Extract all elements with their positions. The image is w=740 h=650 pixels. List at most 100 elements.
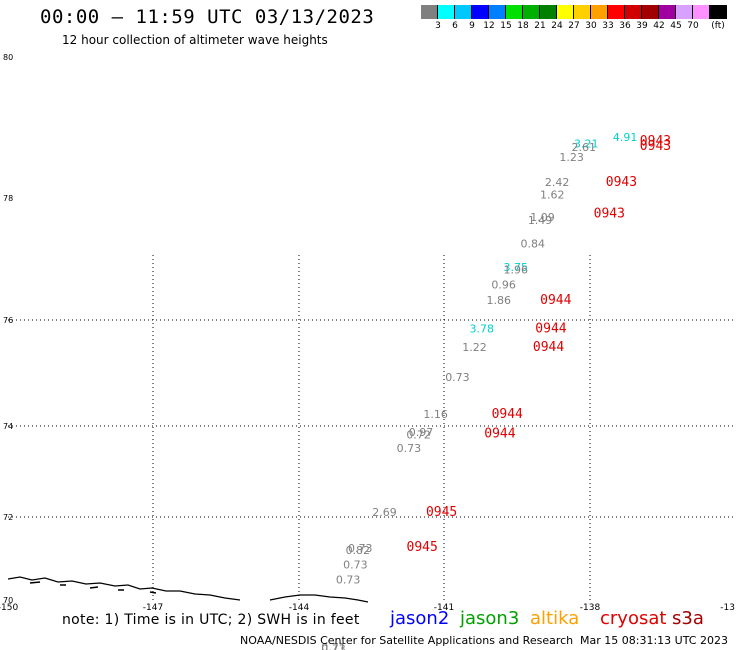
longitude-label: -13 xyxy=(720,603,735,613)
pass-time-label: 0945 xyxy=(407,540,438,555)
legend-label: 6 xyxy=(452,21,458,31)
coastline-west xyxy=(7,576,241,601)
legend-swatch xyxy=(557,5,574,19)
legend-swatch xyxy=(676,5,693,19)
legend-label: 18 xyxy=(517,21,529,31)
wave-height-label: 3.78 xyxy=(470,323,495,336)
pass-time-label: 0944 xyxy=(533,340,564,355)
satellite-jason3: jason3 xyxy=(460,608,520,629)
wave-height-label: 4.91 xyxy=(613,131,638,144)
legend-label: 21 xyxy=(534,21,546,31)
wave-height-label: 1.96 xyxy=(504,264,529,277)
legend-swatch xyxy=(489,5,506,19)
wave-height-label: 1.09 xyxy=(530,211,555,224)
legend-swatch xyxy=(693,5,710,19)
latitude-label: 74 xyxy=(3,422,13,431)
legend-swatch xyxy=(523,5,540,19)
pass-time-label: 0945 xyxy=(426,505,457,520)
pass-time-label: 0943 xyxy=(594,207,625,222)
longitude-label: -144 xyxy=(289,603,310,613)
legend-label: 42 xyxy=(653,21,665,31)
wave-height-label: 0.73 xyxy=(445,371,470,384)
legend-swatch xyxy=(659,5,676,19)
longitude-label: -138 xyxy=(580,603,601,613)
satellite-cryosat: cryosat xyxy=(600,608,667,629)
longitude-label: -141 xyxy=(434,603,454,613)
legend-swatch xyxy=(455,5,472,19)
wave-height-label: 0.82 xyxy=(346,544,371,557)
legend-swatch xyxy=(710,5,727,19)
pass-time-label: 0943 xyxy=(640,134,671,149)
wave-height-label: 0.73 xyxy=(343,559,368,572)
latitude-label: 78 xyxy=(3,194,13,203)
latitude-label: 72 xyxy=(3,513,13,522)
legend-swatch xyxy=(574,5,591,19)
wave-height-label: 0.73 xyxy=(348,542,373,555)
longitude-label: -147 xyxy=(143,603,163,613)
legend-label: 30 xyxy=(585,21,597,31)
footer-credit: NOAA/NESDIS Center for Satellite Applica… xyxy=(240,634,574,647)
wave-height-label: 3.21 xyxy=(574,138,599,151)
legend-label: 15 xyxy=(500,21,512,31)
map-subtitle: 12 hour collection of altimeter wave hei… xyxy=(62,33,328,47)
barrier-islands xyxy=(29,581,157,594)
map-title: 00:00 – 11:59 UTC 03/13/2023 xyxy=(40,6,375,28)
color-scale-legend: 3 6 9 12 15 18 21 24 27 30 33 36 39 42 45 70 (ft) xyxy=(421,5,731,39)
legend-label: 3 xyxy=(435,21,441,31)
satellite-altika: altika xyxy=(530,608,580,629)
wave-height-label: 1.16 xyxy=(423,408,448,421)
wave-height-label: 0.72 xyxy=(406,429,431,442)
wave-height-label: 0.73 xyxy=(336,574,361,587)
legend-swatch xyxy=(591,5,608,19)
wave-height-label: 2.42 xyxy=(545,176,570,189)
pass-time-labels: 0943094309430943094409440944094409440945… xyxy=(407,134,672,555)
wave-height-label: 0.73 xyxy=(397,442,422,455)
legend-label: 36 xyxy=(619,21,631,31)
units-note: note: 1) Time is in UTC; 2) SWH is in fe… xyxy=(62,612,360,628)
coastline xyxy=(7,576,369,603)
legend-label: 70 xyxy=(687,21,699,31)
pass-time-label: 0944 xyxy=(492,407,523,422)
wave-height-label: 0.71 xyxy=(321,641,346,650)
legend-swatch xyxy=(438,5,455,19)
legend-label: 45 xyxy=(670,21,682,31)
wave-height-label: 1.23 xyxy=(559,151,584,164)
pass-time-label: 0944 xyxy=(540,293,571,308)
wave-height-label: 0.84 xyxy=(521,238,546,251)
legend-label: 12 xyxy=(483,21,495,31)
wave-height-label: 0.73 xyxy=(321,643,346,650)
wave-height-labels: 4.91 3.212.611.23 2.421.62 1.091.49 0.84 3.75… xyxy=(321,131,637,650)
pass-time-label: 0944 xyxy=(535,322,566,337)
graticule xyxy=(8,255,735,600)
legend-swatch xyxy=(506,5,523,19)
satellite-jason2: jason2 xyxy=(390,608,450,629)
latitude-label: 70 xyxy=(3,596,13,605)
pass-time-label: 0944 xyxy=(484,427,515,442)
legend-swatch xyxy=(625,5,642,19)
wave-height-label: 1.49 xyxy=(528,214,553,227)
wave-height-label: 2.69 xyxy=(372,506,397,519)
pass-time-label: 0943 xyxy=(606,175,637,190)
longitude-labels: -150 -147 -144 -141 -138 -13 xyxy=(0,603,735,613)
wave-height-label: 1.86 xyxy=(487,294,512,307)
coastline-east xyxy=(269,594,369,603)
pass-time-label: 0943 xyxy=(640,139,671,154)
legend-swatch xyxy=(540,5,557,19)
wave-height-label: 0.97 xyxy=(409,426,434,439)
wave-height-label: 1.62 xyxy=(540,189,565,202)
legend-swatch xyxy=(608,5,625,19)
longitude-label: -150 xyxy=(0,603,18,613)
legend-label: 24 xyxy=(551,21,563,31)
legend-swatch xyxy=(642,5,659,19)
wave-height-label: 2.61 xyxy=(572,141,597,154)
legend-label: 27 xyxy=(568,21,580,31)
wave-height-label: 0.96 xyxy=(491,279,516,292)
legend-label: 9 xyxy=(469,21,475,31)
legend-label: (ft) xyxy=(711,21,725,31)
legend-swatch xyxy=(421,5,438,19)
footer-timestamp: Mar 15 08:31:13 UTC 2023 xyxy=(580,634,728,647)
latitude-label: 80 xyxy=(3,53,13,62)
legend-label: 33 xyxy=(602,21,614,31)
legend-swatch xyxy=(472,5,489,19)
